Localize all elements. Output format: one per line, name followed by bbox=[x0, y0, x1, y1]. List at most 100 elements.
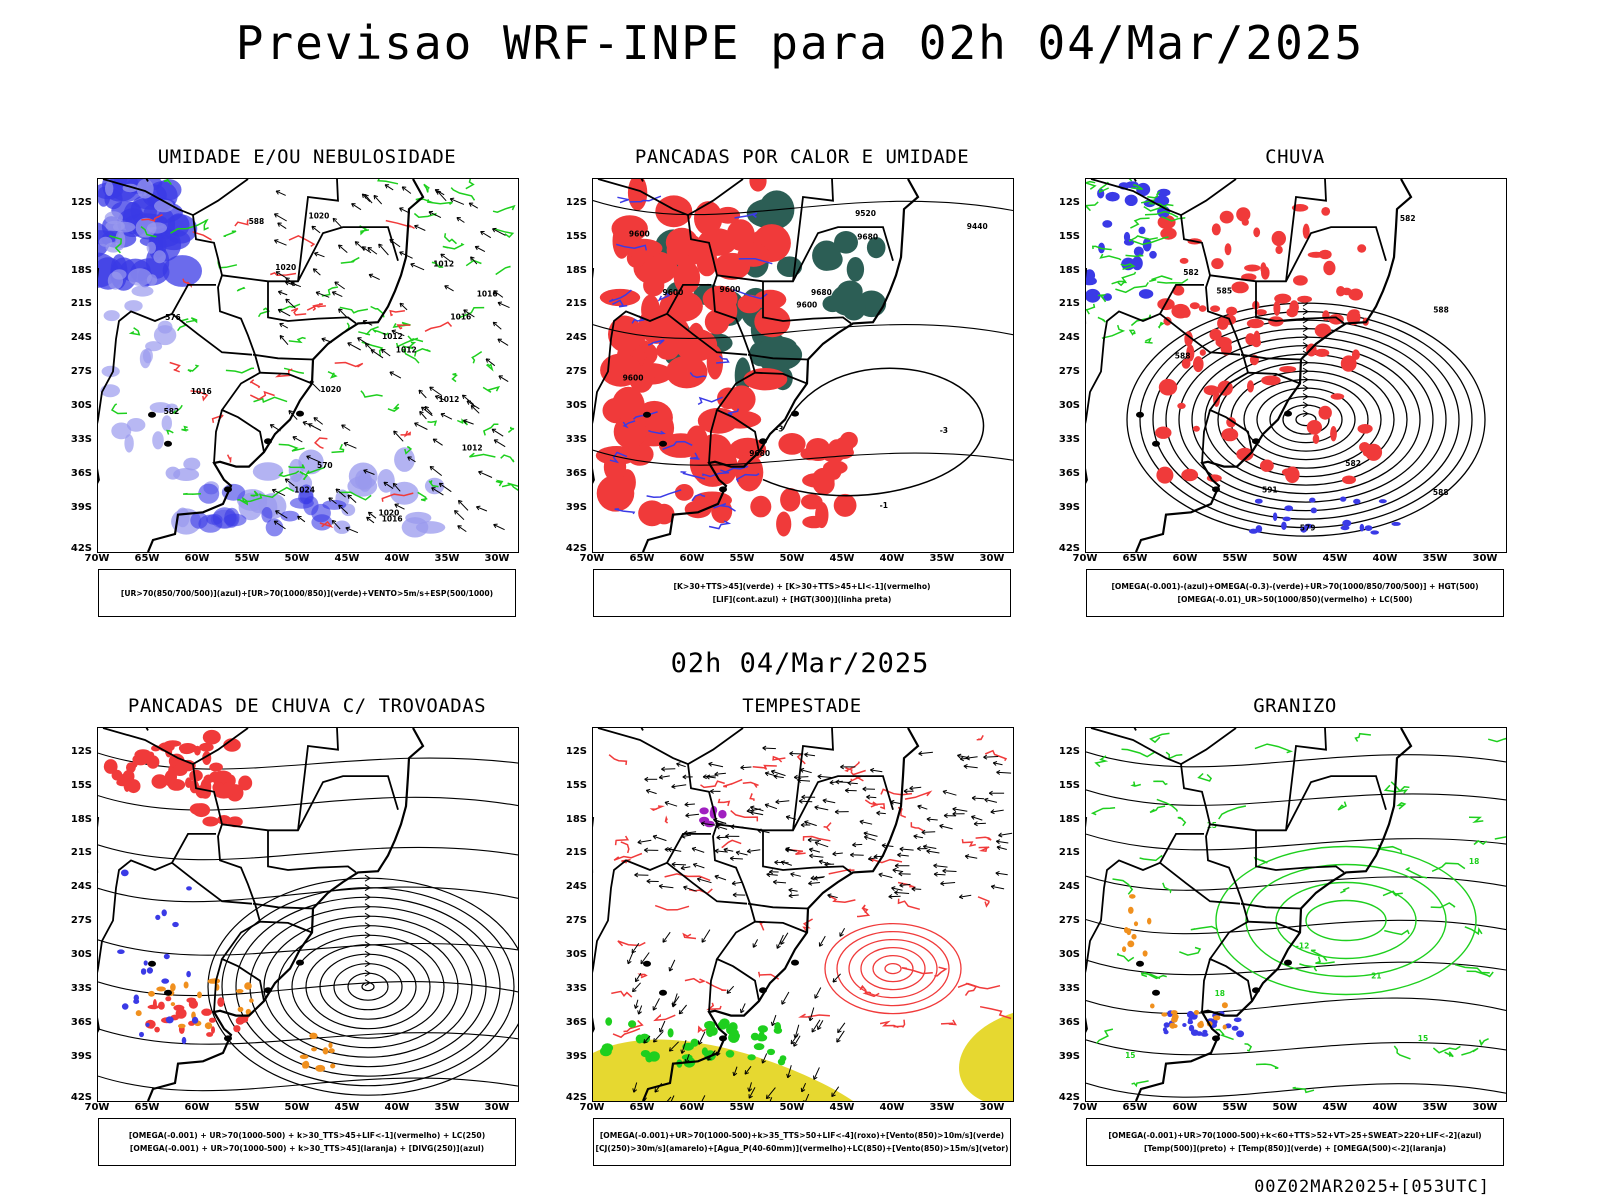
wind850-vector bbox=[658, 774, 664, 780]
streamline-arrow bbox=[364, 960, 371, 968]
thickness-red-contour bbox=[249, 390, 275, 401]
hgt500-contour bbox=[1165, 327, 1447, 512]
omega500-orange-area bbox=[1131, 933, 1137, 940]
latitude-tick-label: 12S bbox=[1058, 196, 1080, 208]
wind850-vector bbox=[644, 847, 649, 853]
thickness-red-contour bbox=[385, 219, 415, 230]
wind850-vector bbox=[659, 1028, 664, 1033]
lake bbox=[148, 411, 156, 418]
forecast-map-5 bbox=[592, 727, 1014, 1102]
wind-vector bbox=[343, 442, 357, 449]
wind850-green-area bbox=[753, 1043, 765, 1051]
wind-vector bbox=[434, 395, 440, 400]
rain-red-area bbox=[1179, 257, 1189, 264]
thunder-red-area bbox=[189, 780, 200, 794]
wind-vector bbox=[381, 348, 391, 357]
lif-blue-contour bbox=[697, 396, 723, 406]
kti-red-area bbox=[603, 452, 627, 482]
temp850-contour bbox=[1244, 1043, 1253, 1052]
wind-vector bbox=[468, 202, 479, 209]
omega-blue-area bbox=[1359, 523, 1365, 532]
precip-water-contour bbox=[861, 904, 869, 914]
hail-blue-area bbox=[1233, 1017, 1242, 1023]
panel-title: PANCADAS POR CALOR E UMIDADE bbox=[634, 146, 970, 168]
legend-line: [UR>70(850/700/500)](azul)+[UR>70(1000/8… bbox=[120, 588, 494, 598]
wind850-vector bbox=[683, 885, 688, 891]
kti-green-area bbox=[866, 237, 886, 259]
humidity-green-contour bbox=[360, 390, 383, 398]
wind-vector bbox=[306, 455, 321, 463]
temp850-contour bbox=[1305, 899, 1387, 942]
precip-water-contour bbox=[664, 873, 711, 882]
hgt500-label: 582 bbox=[1345, 459, 1361, 468]
thunder-red-area bbox=[120, 773, 129, 783]
rain-red-area bbox=[1357, 424, 1373, 434]
wind-vector bbox=[312, 268, 318, 273]
wind850-vector bbox=[740, 766, 752, 769]
temp850-contour bbox=[1112, 878, 1134, 895]
humidity-green-contour bbox=[456, 418, 469, 426]
longitude-tick-label: 35W bbox=[1422, 553, 1448, 564]
latitude-tick-label: 27S bbox=[1058, 366, 1080, 378]
thunder-red-area bbox=[199, 742, 214, 752]
latitude-tick-label: 30S bbox=[1058, 949, 1080, 960]
longitude-tick-label: 65W bbox=[629, 553, 655, 564]
legend-line: [Temp(500)](preto) + [Temp(850)](verde) … bbox=[1143, 1144, 1447, 1153]
omega-blue-area bbox=[1123, 231, 1131, 242]
humidity-lightblue-area bbox=[142, 348, 153, 364]
wind850-vector bbox=[708, 763, 724, 768]
panel-title: UMIDADE E/OU NEBULOSIDADE bbox=[157, 146, 457, 168]
wind850-vector bbox=[832, 851, 837, 857]
wind850-vector bbox=[921, 829, 926, 835]
legend-line: [OMEGA(-0.01)_UR>50(1000/850)(vermelho) … bbox=[1177, 595, 1413, 604]
humidity-green-contour bbox=[500, 454, 515, 463]
wind850-vector bbox=[790, 872, 795, 877]
wind850-vector bbox=[730, 857, 743, 860]
wind850-vector bbox=[702, 774, 707, 780]
wind-vector bbox=[284, 478, 295, 487]
longitude-tick-label: 35W bbox=[1422, 1102, 1448, 1113]
humidity-green-contour bbox=[166, 429, 174, 435]
wind850-vector bbox=[708, 761, 713, 767]
panel-legend: [OMEGA(-0.001)+UR>70(1000-500)+k>35_TTS>… bbox=[593, 1118, 1011, 1166]
wind850-vector bbox=[744, 1066, 752, 1075]
wind850-vector bbox=[748, 1094, 753, 1099]
lake bbox=[659, 440, 667, 447]
temp850-contour bbox=[1466, 970, 1494, 978]
wind-vector bbox=[478, 470, 483, 476]
divergence-blue-area bbox=[140, 968, 147, 975]
political-border bbox=[1255, 830, 1345, 874]
latitude-tick-label: 36S bbox=[565, 1016, 587, 1028]
latitude-tick-label: 36S bbox=[70, 467, 92, 479]
kti-green-area bbox=[846, 257, 865, 282]
thunder-orange-area bbox=[197, 991, 202, 999]
thunder-orange-area bbox=[148, 990, 155, 997]
temp850-contour bbox=[1468, 816, 1484, 823]
omega-blue-area bbox=[1339, 496, 1347, 502]
rain-red-area bbox=[1181, 468, 1199, 482]
omega500-orange-area bbox=[1122, 946, 1127, 953]
wind850-vector bbox=[859, 820, 873, 825]
wind-vector bbox=[454, 510, 465, 521]
wind850-vector bbox=[996, 840, 1009, 844]
omega-green-contour bbox=[1144, 337, 1153, 344]
omega-green-contour bbox=[1130, 217, 1150, 229]
wind850-vector bbox=[659, 775, 670, 779]
wind850-vector bbox=[807, 837, 812, 843]
wind850-vector bbox=[646, 789, 657, 795]
omega500-orange-area bbox=[1126, 928, 1132, 936]
wind-vector bbox=[364, 194, 373, 204]
omega500-orange-area bbox=[1142, 950, 1148, 957]
omega500-orange-area bbox=[1197, 1021, 1204, 1029]
wind-vector bbox=[393, 430, 398, 436]
rain-red-area bbox=[1342, 475, 1356, 485]
kti-red-area bbox=[711, 499, 733, 524]
omega500-orange-area bbox=[1222, 1024, 1227, 1030]
omega-green-contour bbox=[1086, 180, 1097, 190]
lif-blue-contour bbox=[648, 429, 666, 435]
wind850-vector bbox=[714, 875, 727, 881]
hgt300-contour bbox=[593, 324, 1013, 339]
thunder-red-area bbox=[147, 1004, 159, 1010]
political-border bbox=[1159, 313, 1241, 356]
